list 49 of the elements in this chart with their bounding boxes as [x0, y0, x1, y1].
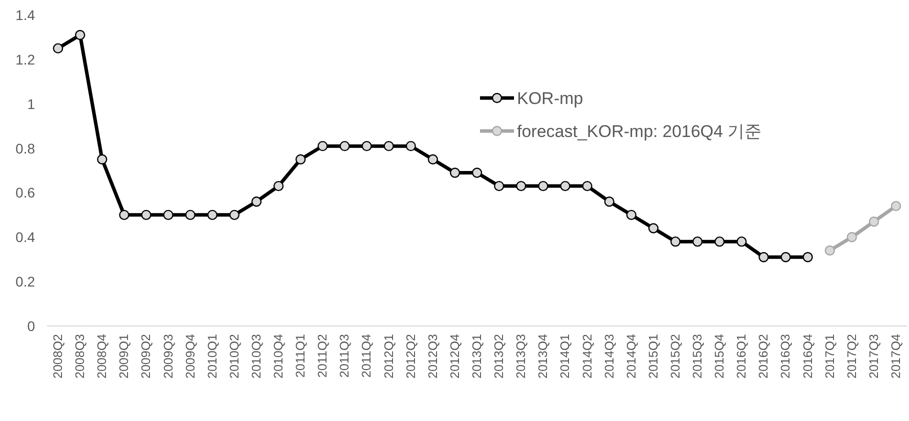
- ytick: 0: [27, 318, 35, 334]
- ytick: 0.6: [16, 184, 35, 201]
- legend-label: KOR-mp: [517, 89, 584, 108]
- xtick: 2011Q1: [294, 334, 308, 378]
- ytick: 1: [27, 96, 35, 112]
- xtick: 2015Q3: [690, 334, 705, 378]
- xtick: 2008Q3: [73, 334, 88, 378]
- xtick: 2008Q2: [51, 334, 66, 378]
- xtick: 2015Q2: [668, 334, 682, 378]
- xtick: 2012Q2: [404, 334, 418, 378]
- xtick: 2014Q2: [580, 334, 594, 378]
- xtick: 2014Q4: [624, 334, 638, 378]
- legend-label: forecast_KOR-mp: 2016Q4 기준: [517, 122, 762, 141]
- ytick: 1.4: [16, 7, 35, 23]
- xtick: 2017Q2: [844, 334, 859, 378]
- xtick: 2013Q1: [470, 334, 484, 378]
- xtick: 2009Q2: [139, 334, 154, 378]
- xtick: 2010Q1: [205, 334, 220, 378]
- xtick: 2008Q4: [95, 334, 110, 378]
- xtick: 2015Q4: [712, 334, 727, 378]
- xtick: 2009Q4: [183, 334, 198, 378]
- xtick: 2017Q4: [888, 334, 903, 378]
- xtick: 2014Q3: [602, 334, 616, 378]
- xtick: 2013Q3: [514, 334, 528, 378]
- xtick: 2012Q4: [448, 334, 462, 378]
- xtick: 2016Q4: [800, 334, 815, 378]
- xtick: 2012Q1: [382, 334, 396, 378]
- xtick: 2013Q2: [492, 334, 506, 378]
- ytick: 1.2: [16, 51, 35, 68]
- xtick: 2016Q2: [756, 334, 771, 378]
- ytick: 0.4: [16, 229, 35, 246]
- xtick: 2009Q1: [117, 334, 132, 378]
- xtick: 2009Q3: [161, 334, 176, 378]
- xtick: 2012Q3: [426, 334, 440, 378]
- xtick: 2010Q2: [227, 334, 242, 378]
- xtick: 2013Q4: [536, 334, 550, 378]
- xtick: 2010Q3: [249, 334, 264, 378]
- xtick: 2016Q1: [734, 334, 749, 378]
- xtick: 2017Q3: [866, 334, 881, 378]
- xtick: 2015Q1: [646, 334, 660, 378]
- xtick: 2016Q3: [778, 334, 793, 378]
- ytick: 0.8: [16, 140, 35, 156]
- ytick: 0.2: [16, 274, 35, 290]
- xtick: 2011Q2: [316, 334, 330, 378]
- xtick: 2010Q4: [272, 334, 286, 378]
- xtick: 2011Q3: [338, 334, 352, 378]
- xtick: 2014Q1: [558, 334, 572, 378]
- xtick: 2011Q4: [360, 334, 374, 378]
- xtick: 2017Q1: [822, 334, 837, 378]
